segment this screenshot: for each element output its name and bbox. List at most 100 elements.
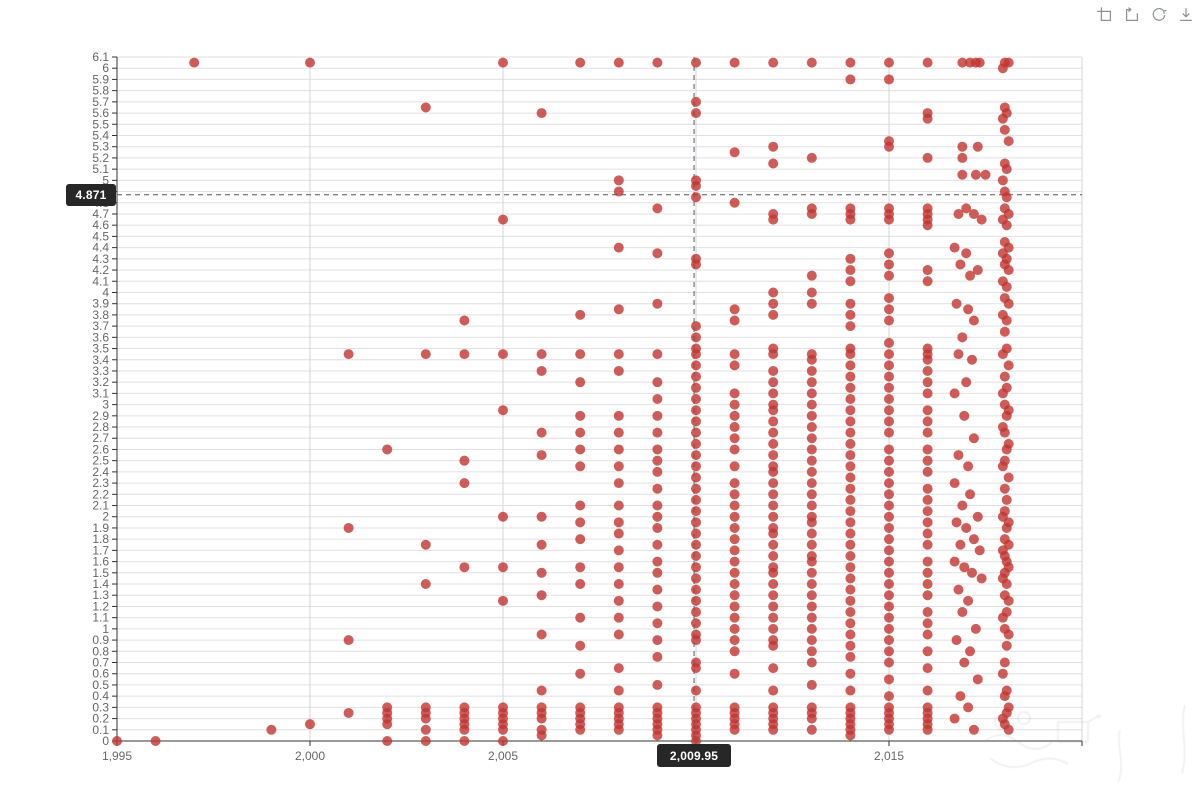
- data-point[interactable]: [652, 377, 663, 388]
- data-point[interactable]: [768, 539, 779, 550]
- data-point[interactable]: [613, 57, 624, 68]
- data-point[interactable]: [1001, 281, 1012, 292]
- data-point[interactable]: [961, 377, 972, 388]
- data-point[interactable]: [806, 377, 817, 388]
- data-point[interactable]: [999, 657, 1010, 668]
- data-point[interactable]: [884, 545, 894, 556]
- data-point[interactable]: [922, 427, 933, 438]
- data-point[interactable]: [965, 646, 976, 657]
- data-point[interactable]: [768, 601, 779, 612]
- data-point[interactable]: [957, 607, 968, 618]
- data-point[interactable]: [652, 601, 663, 612]
- data-point[interactable]: [806, 612, 817, 623]
- data-point[interactable]: [575, 377, 586, 388]
- toolbox-save-image-button[interactable]: [1177, 6, 1195, 24]
- data-point[interactable]: [845, 528, 856, 539]
- data-point[interactable]: [955, 259, 966, 270]
- data-point[interactable]: [1001, 315, 1012, 326]
- data-point[interactable]: [922, 517, 933, 528]
- data-point[interactable]: [957, 500, 968, 511]
- data-point[interactable]: [922, 444, 933, 455]
- data-point[interactable]: [999, 326, 1010, 337]
- data-point[interactable]: [420, 713, 431, 724]
- data-point[interactable]: [845, 461, 856, 472]
- data-point[interactable]: [884, 534, 894, 545]
- data-point[interactable]: [1001, 410, 1012, 421]
- data-point[interactable]: [845, 265, 856, 276]
- data-point[interactable]: [729, 590, 740, 601]
- data-point[interactable]: [536, 685, 547, 696]
- data-point[interactable]: [691, 517, 701, 528]
- data-point[interactable]: [884, 522, 894, 533]
- data-point[interactable]: [845, 394, 856, 404]
- data-point[interactable]: [691, 416, 701, 427]
- data-point[interactable]: [729, 545, 740, 556]
- data-point[interactable]: [691, 607, 701, 618]
- data-point[interactable]: [845, 416, 856, 427]
- data-point[interactable]: [189, 57, 200, 68]
- data-point[interactable]: [691, 360, 701, 371]
- data-point[interactable]: [768, 663, 779, 674]
- data-point[interactable]: [652, 511, 663, 522]
- data-point[interactable]: [922, 483, 933, 494]
- data-point[interactable]: [966, 354, 977, 365]
- data-point[interactable]: [845, 584, 856, 595]
- data-point[interactable]: [459, 736, 470, 746]
- data-point[interactable]: [884, 635, 894, 646]
- data-point[interactable]: [768, 640, 779, 651]
- data-point[interactable]: [652, 679, 663, 690]
- data-point[interactable]: [806, 478, 817, 489]
- data-point[interactable]: [953, 349, 964, 360]
- data-point[interactable]: [729, 349, 740, 360]
- data-point[interactable]: [768, 466, 779, 477]
- data-point[interactable]: [613, 517, 624, 528]
- data-point[interactable]: [652, 57, 663, 68]
- data-point[interactable]: [729, 522, 740, 533]
- data-point[interactable]: [729, 315, 740, 326]
- data-point[interactable]: [845, 349, 856, 360]
- data-point[interactable]: [884, 259, 894, 270]
- data-point[interactable]: [845, 506, 856, 517]
- data-point[interactable]: [1001, 494, 1012, 505]
- data-point[interactable]: [884, 214, 894, 225]
- data-point[interactable]: [652, 483, 663, 494]
- data-point[interactable]: [498, 724, 508, 735]
- data-point[interactable]: [1001, 220, 1012, 231]
- toolbox-zoom-reset-button[interactable]: [1123, 6, 1141, 24]
- data-point[interactable]: [961, 203, 972, 214]
- data-point[interactable]: [652, 522, 663, 533]
- data-point[interactable]: [922, 276, 933, 287]
- data-point[interactable]: [922, 455, 933, 466]
- data-point[interactable]: [884, 405, 894, 416]
- data-point[interactable]: [957, 141, 968, 152]
- data-point[interactable]: [884, 427, 894, 438]
- data-point[interactable]: [691, 550, 701, 561]
- data-point[interactable]: [691, 382, 701, 393]
- data-point[interactable]: [845, 438, 856, 449]
- data-point[interactable]: [845, 494, 856, 505]
- data-point[interactable]: [845, 450, 856, 461]
- data-point[interactable]: [806, 455, 817, 466]
- data-point[interactable]: [968, 208, 979, 219]
- data-point[interactable]: [729, 304, 740, 315]
- data-point[interactable]: [536, 450, 547, 461]
- data-point[interactable]: [922, 354, 933, 365]
- data-point[interactable]: [806, 567, 817, 578]
- data-point[interactable]: [806, 500, 817, 511]
- data-point[interactable]: [729, 612, 740, 623]
- data-point[interactable]: [613, 478, 624, 489]
- data-point[interactable]: [768, 416, 779, 427]
- data-point[interactable]: [884, 315, 894, 326]
- data-point[interactable]: [729, 399, 740, 410]
- data-point[interactable]: [806, 601, 817, 612]
- data-point[interactable]: [884, 511, 894, 522]
- data-point[interactable]: [953, 208, 964, 219]
- data-point[interactable]: [652, 410, 663, 421]
- toolbox-marquee-zoom-button[interactable]: [1096, 6, 1114, 24]
- data-point[interactable]: [652, 203, 663, 214]
- data-point[interactable]: [965, 489, 976, 500]
- data-point[interactable]: [536, 567, 547, 578]
- data-point[interactable]: [845, 730, 856, 741]
- data-point[interactable]: [922, 539, 933, 550]
- data-point[interactable]: [613, 186, 624, 197]
